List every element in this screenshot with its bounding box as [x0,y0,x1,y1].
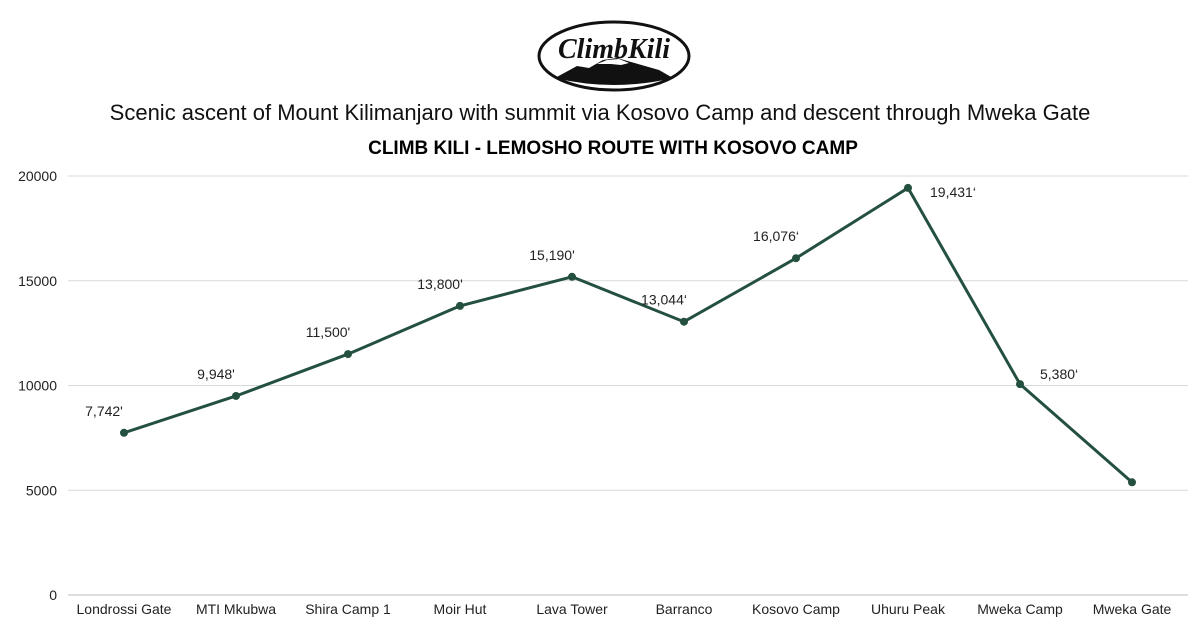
data-point [344,350,352,359]
x-tick-label: Shira Camp 1 [305,601,391,617]
data-point [568,272,576,281]
mountain-icon [555,58,673,85]
data-label: 13,800' [417,276,463,292]
data-point [904,183,912,192]
data-point [1128,478,1136,487]
grid-layer [68,175,1188,596]
x-tick-label: Moir Hut [434,601,487,617]
chart-subtitle: Scenic ascent of Mount Kilimanjaro with … [109,100,1091,125]
data-label: 16,076‘ [753,228,799,244]
data-point [680,317,688,326]
data-point [120,428,128,437]
x-tick-label: Londrossi Gate [77,601,172,617]
climbkili-logo: ClimbKili [537,20,691,92]
series-layer [123,186,1133,484]
y-tick-label: 20000 [18,168,57,184]
y-tick-label: 10000 [18,378,57,394]
data-label: 5,380‘ [1040,366,1078,382]
chart-title: CLIMB KILI - LEMOSHO ROUTE WITH KOSOVO C… [368,138,858,159]
data-label: 15,190' [529,247,575,263]
x-tick-label: Mweka Camp [977,601,1063,617]
data-label: 19,431‘ [930,184,976,200]
x-axis-labels: Londrossi Gate MTI Mkubwa Shira Camp 1 Moir… [77,601,1172,617]
points-layer [120,183,1136,487]
data-label: 11,500' [306,324,350,340]
y-tick-label: 0 [49,587,57,603]
data-point [456,301,464,310]
data-label: 7,742' [85,403,123,419]
data-label: 13,044‘ [641,292,687,308]
x-tick-label: Uhuru Peak [871,601,946,617]
data-label: 9,948' [197,366,235,382]
data-labels-layer: 7,742' 9,948' 11,500' 13,800' 15,190' 13,044‘… [85,184,1078,419]
y-tick-label: 5000 [26,482,57,498]
y-axis-ticks: 0 5000 10000 15000 20000 [18,168,57,603]
x-tick-label: Kosovo Camp [752,601,840,617]
x-tick-label: Mweka Gate [1093,601,1172,617]
series-line [123,186,1133,484]
data-point [232,391,240,400]
data-point [1016,380,1024,389]
data-point [792,254,800,263]
x-tick-label: Barranco [656,601,713,617]
snowcap-icon [597,59,629,65]
x-tick-label: Lava Tower [536,601,608,617]
x-tick-label: MTI Mkubwa [196,601,276,617]
y-tick-label: 15000 [18,273,57,289]
